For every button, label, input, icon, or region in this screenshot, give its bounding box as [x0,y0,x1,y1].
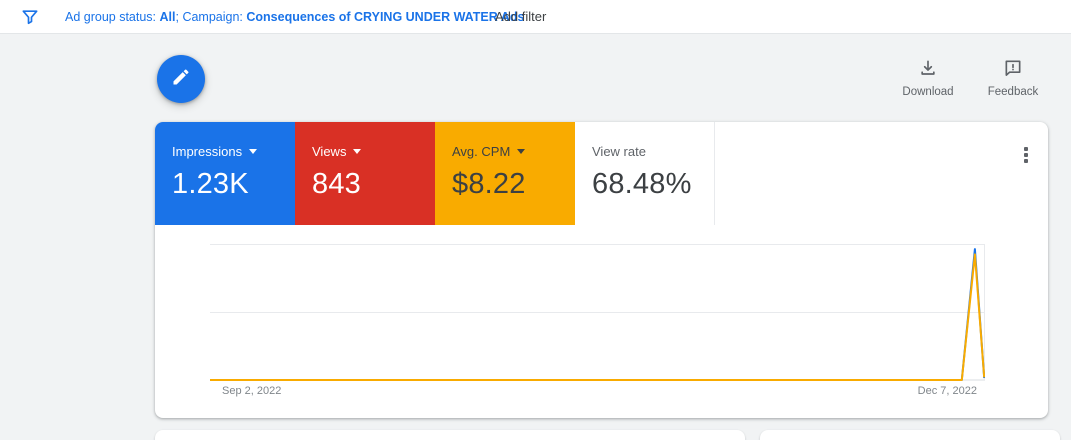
metric-label: Impressions [172,144,295,159]
partial-card-left [155,430,745,440]
metric-value: 68.48% [592,168,692,200]
three-dot-menu-icon[interactable] [1013,142,1039,168]
metric-selector-row: Impressions 1.23K Views 843 Avg. CPM $8.… [155,122,715,225]
filter-status-value: All [159,10,176,24]
metric-card-view-rate[interactable]: View rate 68.48% [575,122,715,225]
feedback-label: Feedback [987,86,1039,98]
metric-label-text: Impressions [172,144,243,159]
chart-plot-area [210,244,985,381]
add-filter-button[interactable]: Add filter [495,9,547,24]
metric-label: Avg. CPM [452,144,575,159]
filter-separator-text: ; Campaign: [175,10,247,24]
x-axis: Sep 2, 2022 Dec 7, 2022 [210,385,985,399]
feedback-button[interactable]: Feedback [978,58,1048,100]
metric-card-views[interactable]: Views 843 [295,122,435,225]
partial-card-right [760,430,1060,440]
metric-value: $8.22 [452,168,526,200]
metric-label: Views [312,144,435,159]
series-line-avg-cpm [210,253,985,381]
x-axis-end-label: Dec 7, 2022 [917,385,977,397]
dropdown-arrow-icon [249,149,258,154]
download-label: Download [902,86,954,98]
x-axis-start-label: Sep 2, 2022 [222,385,282,397]
filter-campaign-value: Consequences of CRYING UNDER WATER Ads [246,10,525,24]
metric-label-text: View rate [592,144,646,159]
dropdown-arrow-icon [353,149,362,154]
filter-prefix-text: Ad group status: [65,10,160,24]
applied-filters-chip[interactable]: Ad group status: All; Campaign: Conseque… [65,0,524,34]
filter-bar: Ad group status: All; Campaign: Conseque… [0,0,1071,34]
series-line-impressions [210,248,985,381]
metric-card-avg-cpm[interactable]: Avg. CPM $8.22 [435,122,575,225]
performance-chart-card: Impressions 1.23K Views 843 Avg. CPM $8.… [155,122,1048,418]
metric-label-text: Views [312,144,347,159]
timeseries-chart [210,244,985,381]
feedback-bubble-icon [1003,58,1023,78]
download-icon [918,58,938,78]
dropdown-arrow-icon [517,149,526,154]
metric-value: 1.23K [172,168,249,200]
edit-fab-button[interactable] [157,55,205,103]
metric-label: View rate [592,144,714,159]
metric-label-text: Avg. CPM [452,144,511,159]
pencil-icon [171,67,191,92]
metric-card-impressions[interactable]: Impressions 1.23K [155,122,295,225]
download-button[interactable]: Download [893,58,963,100]
filter-funnel-icon[interactable] [20,7,40,27]
metric-value: 843 [312,168,361,200]
